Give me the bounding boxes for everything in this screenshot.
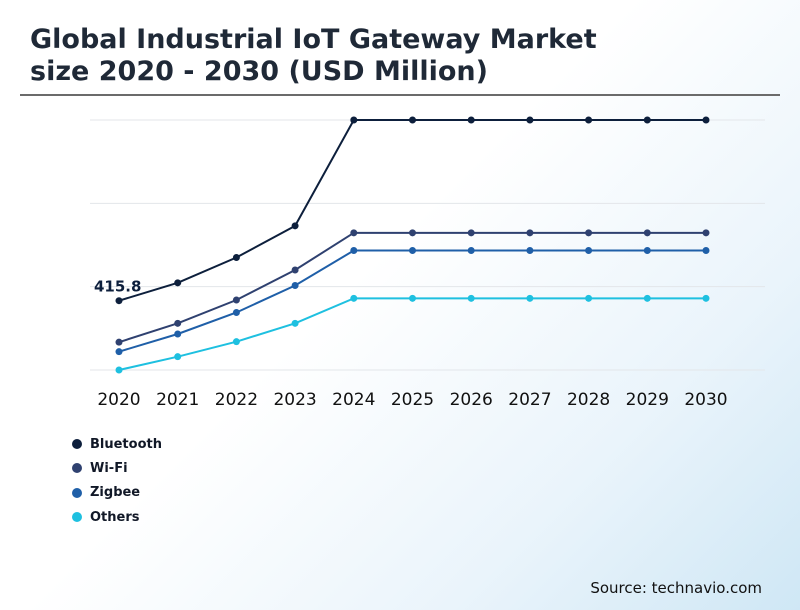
legend-label: Others [90, 509, 140, 525]
data-point [409, 116, 416, 124]
legend-label: Wi-Fi [90, 460, 128, 476]
data-point [350, 294, 358, 302]
x-tick-label: 2022 [215, 390, 258, 410]
data-point [174, 319, 182, 327]
data-point [115, 297, 123, 305]
data-point [643, 116, 651, 124]
line-chart: 2020 2021 2022 2023 2024 2025 2026 2027 2028 2029… [90, 116, 765, 410]
data-point [350, 229, 358, 237]
data-point [467, 247, 475, 254]
legend-label: Zigbee [90, 485, 141, 501]
x-tick-label: 2027 [508, 390, 551, 410]
data-point [643, 229, 651, 237]
data-point [467, 294, 475, 302]
data-point [526, 247, 534, 254]
legend-item: Others [72, 505, 162, 529]
data-point [350, 247, 358, 254]
series-line-bluetooth [118, 119, 706, 302]
x-tick-label: 2025 [391, 390, 434, 410]
data-point [115, 348, 123, 356]
data-point [291, 266, 299, 274]
data-point [702, 229, 710, 237]
data-point [291, 222, 299, 230]
series-line-others [118, 297, 706, 371]
data-point [585, 116, 593, 124]
data-point [409, 247, 416, 254]
x-tick-label: 2028 [567, 390, 610, 410]
data-point [643, 247, 651, 254]
data-point [174, 279, 182, 287]
data-point [702, 247, 710, 254]
data-point [702, 116, 710, 124]
data-point [232, 296, 240, 304]
data-point [291, 319, 299, 327]
data-point [174, 330, 182, 338]
legend-item: Bluetooth [72, 432, 162, 456]
data-point [585, 247, 593, 254]
data-point [232, 254, 240, 261]
data-point [174, 353, 182, 361]
data-point [291, 282, 299, 289]
data-point [350, 116, 358, 124]
data-point [232, 309, 240, 316]
data-point [409, 294, 416, 302]
data-label: 415.8 [94, 278, 141, 296]
data-point [115, 338, 123, 346]
x-tick-label: 2026 [450, 390, 493, 410]
legend-item: Zigbee [72, 481, 162, 505]
chart-title: Global Industrial IoT Gateway Market siz… [30, 24, 597, 87]
data-point [643, 294, 651, 302]
x-tick-label: 2023 [273, 390, 316, 410]
source-credit: Source: technavio.com [590, 579, 762, 597]
legend-label: Bluetooth [90, 436, 162, 452]
x-tick-label: 2020 [97, 390, 140, 410]
data-point [585, 229, 593, 237]
x-tick-label: 2029 [626, 390, 669, 410]
chart-legend: Bluetooth Wi-Fi Zigbee Others [72, 432, 162, 529]
x-tick-label: 2024 [332, 390, 375, 410]
legend-marker-icon [72, 512, 82, 523]
legend-item: Wi-Fi [72, 456, 162, 480]
data-point [526, 294, 534, 302]
data-point [702, 294, 710, 302]
data-point [409, 229, 416, 237]
legend-marker-icon [72, 487, 82, 498]
legend-marker-icon [72, 463, 82, 474]
data-point [526, 116, 534, 124]
data-point [467, 229, 475, 237]
data-point [526, 229, 534, 237]
data-point [585, 294, 593, 302]
data-point [115, 366, 123, 374]
x-tick-label: 2030 [684, 390, 727, 410]
x-tick-label: 2021 [156, 390, 199, 410]
legend-marker-icon [72, 439, 82, 450]
data-point [467, 116, 475, 124]
data-point [232, 338, 240, 346]
title-divider [20, 94, 780, 96]
